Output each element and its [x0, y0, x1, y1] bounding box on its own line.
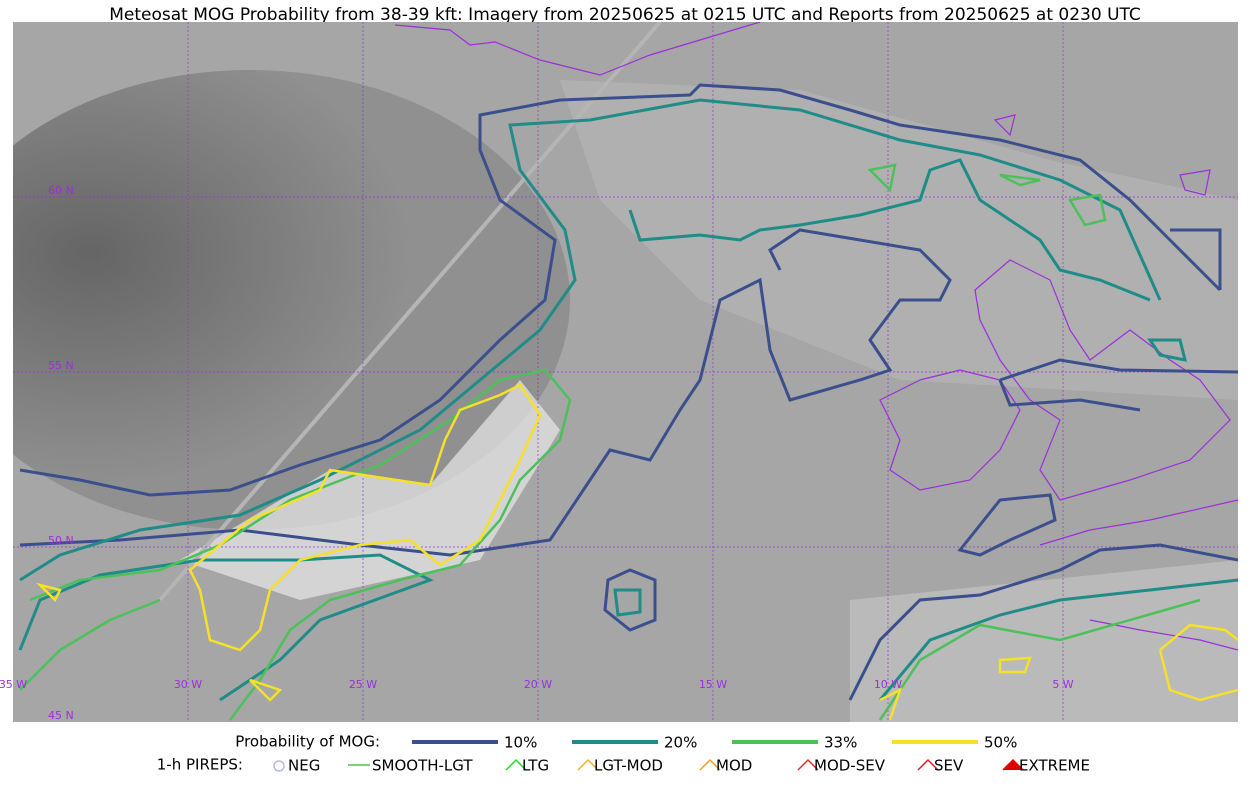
lat-label: 50 N — [48, 534, 74, 547]
contours — [18, 83, 1238, 721]
legend-label: MOD-SEV — [814, 757, 886, 775]
lon-label: 25 W — [349, 678, 377, 691]
legend-label: LGT-MOD — [594, 757, 663, 775]
title: Meteosat MOG Probability from 38-39 kft:… — [109, 5, 1141, 25]
legend-symbol — [917, 758, 939, 771]
coastlines — [394, 22, 1238, 651]
lon-label: 30 W — [174, 678, 202, 691]
lon-label: 5 W — [1052, 678, 1073, 691]
legend-label: EXTREME — [1019, 757, 1090, 775]
legend-title: 1-h PIREPS: — [157, 756, 243, 774]
lon-label: 10 W — [874, 678, 902, 691]
lat-label: 60 N — [48, 184, 74, 197]
legend-label: 10% — [504, 734, 537, 752]
lon-label: 15 W — [699, 678, 727, 691]
legend-symbol — [797, 758, 819, 771]
probability-legend: Probability of MOG: 10% 20% 33% 50% — [235, 733, 1017, 752]
legend-title: Probability of MOG: — [235, 733, 380, 751]
lon-labels: 35 W 30 W 25 W 20 W 15 W 10 W 5 W — [0, 678, 1074, 691]
legend-label: MOD — [716, 757, 752, 775]
lat-labels: 60 N 55 N 50 N 45 N — [48, 184, 74, 722]
lat-label: 45 N — [48, 709, 74, 722]
lat-label: 55 N — [48, 359, 74, 372]
legend-label: 33% — [824, 734, 857, 752]
legend-label: SMOOTH-LGT — [372, 757, 473, 775]
lon-label: 35 W — [0, 678, 27, 691]
legend-symbol — [1002, 758, 1024, 771]
legend-label: LTG — [522, 757, 549, 775]
legend-label: 20% — [664, 734, 697, 752]
lon-label: 20 W — [524, 678, 552, 691]
legend-symbol — [273, 760, 285, 772]
legend-symbol — [577, 758, 599, 771]
legend-symbol — [699, 758, 721, 771]
pireps-legend: 1-h PIREPS: NEG SMOOTH-LGT LTG LGT-MOD MOD MO… — [157, 756, 1090, 775]
legend-label: NEG — [288, 757, 320, 775]
legend-label: 50% — [984, 734, 1017, 752]
legend-symbol — [505, 758, 527, 771]
map — [13, 22, 1238, 722]
legend-label: SEV — [934, 757, 964, 775]
